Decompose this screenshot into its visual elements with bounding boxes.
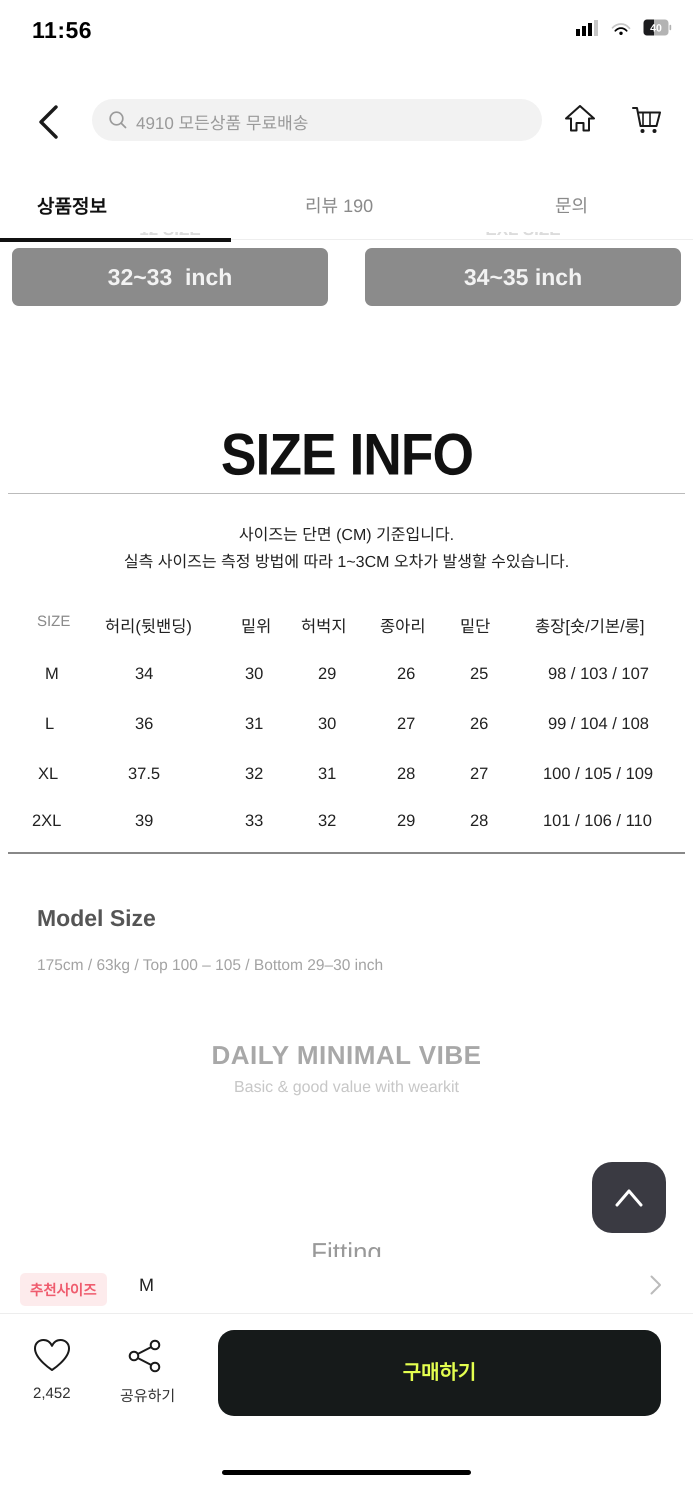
svg-text:40: 40: [650, 23, 662, 35]
